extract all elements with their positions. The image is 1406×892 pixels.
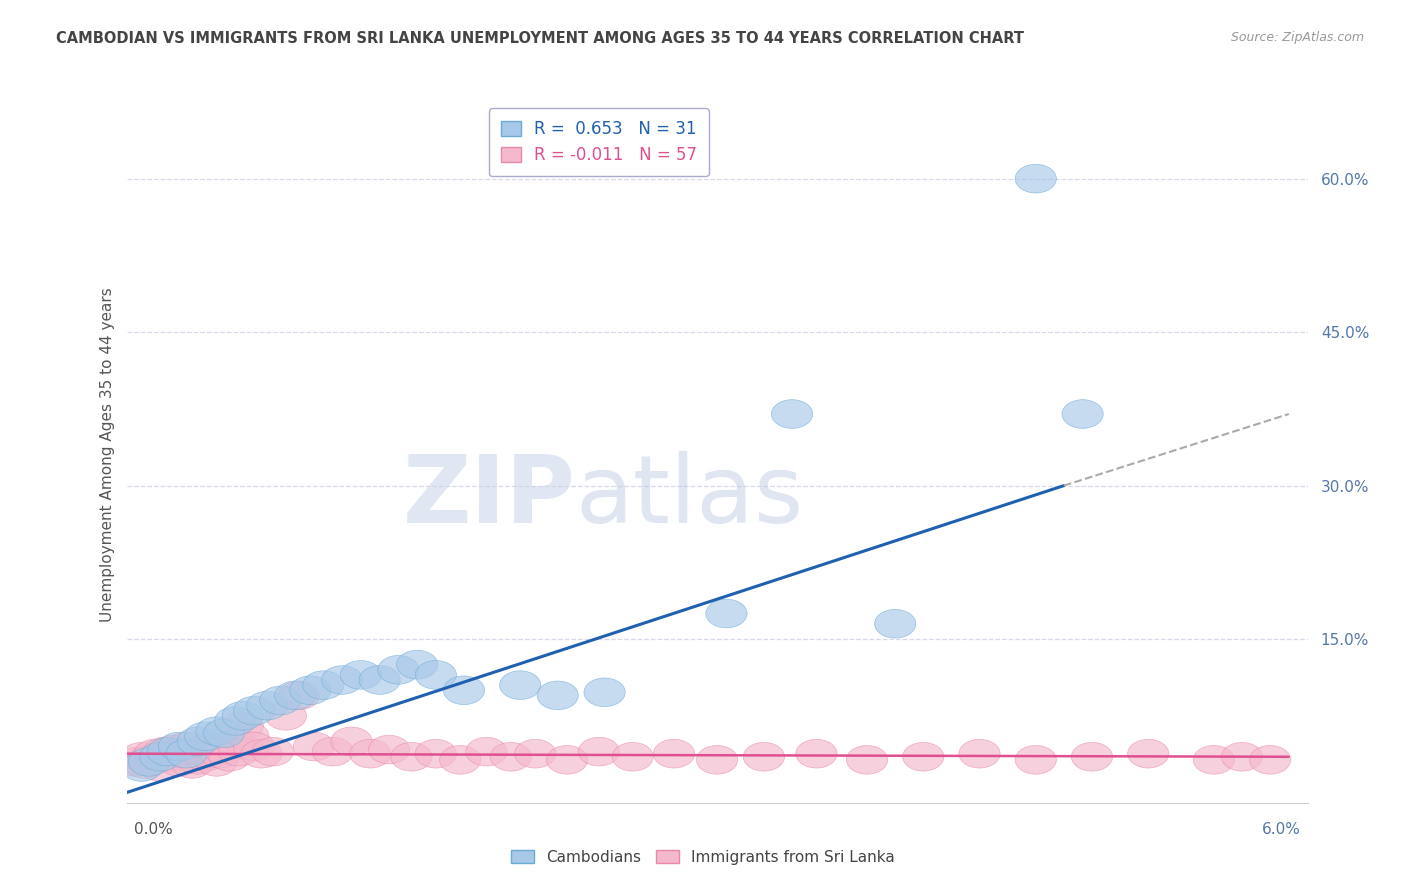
- Ellipse shape: [491, 742, 531, 771]
- Text: CAMBODIAN VS IMMIGRANTS FROM SRI LANKA UNEMPLOYMENT AMONG AGES 35 TO 44 YEARS CO: CAMBODIAN VS IMMIGRANTS FROM SRI LANKA U…: [56, 31, 1024, 46]
- Text: ZIP: ZIP: [402, 450, 575, 542]
- Ellipse shape: [443, 676, 485, 705]
- Ellipse shape: [415, 739, 457, 768]
- Ellipse shape: [846, 746, 887, 774]
- Ellipse shape: [195, 717, 238, 746]
- Ellipse shape: [696, 746, 738, 774]
- Ellipse shape: [260, 686, 301, 714]
- Legend: R =  0.653   N = 31, R = -0.011   N = 57: R = 0.653 N = 31, R = -0.011 N = 57: [489, 109, 709, 176]
- Ellipse shape: [204, 735, 245, 764]
- Ellipse shape: [330, 727, 373, 756]
- Ellipse shape: [1128, 739, 1168, 768]
- Ellipse shape: [222, 712, 263, 740]
- Ellipse shape: [153, 735, 194, 764]
- Text: 0.0%: 0.0%: [134, 822, 173, 837]
- Ellipse shape: [322, 665, 363, 694]
- Ellipse shape: [177, 727, 218, 756]
- Ellipse shape: [612, 742, 654, 771]
- Ellipse shape: [359, 665, 401, 694]
- Ellipse shape: [181, 738, 222, 766]
- Ellipse shape: [128, 746, 170, 774]
- Ellipse shape: [312, 738, 353, 766]
- Ellipse shape: [252, 738, 294, 766]
- Ellipse shape: [128, 747, 170, 776]
- Text: Source: ZipAtlas.com: Source: ZipAtlas.com: [1230, 31, 1364, 45]
- Ellipse shape: [391, 742, 432, 771]
- Ellipse shape: [274, 681, 316, 710]
- Ellipse shape: [200, 739, 240, 768]
- Ellipse shape: [222, 701, 263, 731]
- Ellipse shape: [190, 732, 232, 761]
- Ellipse shape: [1071, 742, 1112, 771]
- Ellipse shape: [875, 609, 915, 638]
- Ellipse shape: [578, 738, 620, 766]
- Ellipse shape: [772, 400, 813, 428]
- Ellipse shape: [350, 739, 391, 768]
- Ellipse shape: [1015, 746, 1056, 774]
- Ellipse shape: [204, 719, 245, 747]
- Ellipse shape: [218, 738, 260, 766]
- Ellipse shape: [240, 739, 283, 768]
- Ellipse shape: [115, 747, 156, 776]
- Y-axis label: Unemployment Among Ages 35 to 44 years: Unemployment Among Ages 35 to 44 years: [100, 287, 115, 623]
- Ellipse shape: [148, 738, 188, 766]
- Ellipse shape: [148, 742, 188, 771]
- Ellipse shape: [744, 742, 785, 771]
- Ellipse shape: [159, 747, 200, 776]
- Ellipse shape: [294, 732, 335, 761]
- Ellipse shape: [278, 681, 319, 710]
- Ellipse shape: [162, 739, 204, 768]
- Ellipse shape: [583, 678, 626, 706]
- Legend: Cambodians, Immigrants from Sri Lanka: Cambodians, Immigrants from Sri Lanka: [505, 844, 901, 871]
- Ellipse shape: [1250, 746, 1291, 774]
- Ellipse shape: [340, 661, 381, 690]
- Ellipse shape: [215, 706, 256, 735]
- Ellipse shape: [396, 650, 437, 679]
- Ellipse shape: [184, 722, 226, 751]
- Ellipse shape: [1015, 164, 1056, 193]
- Ellipse shape: [228, 722, 269, 751]
- Ellipse shape: [302, 671, 344, 699]
- Ellipse shape: [515, 739, 555, 768]
- Ellipse shape: [166, 732, 207, 761]
- Ellipse shape: [195, 747, 238, 776]
- Ellipse shape: [465, 738, 508, 766]
- Ellipse shape: [415, 661, 457, 690]
- Ellipse shape: [959, 739, 1000, 768]
- Ellipse shape: [537, 681, 578, 710]
- Ellipse shape: [134, 739, 176, 768]
- Ellipse shape: [654, 739, 695, 768]
- Ellipse shape: [368, 735, 409, 764]
- Ellipse shape: [547, 746, 588, 774]
- Ellipse shape: [139, 742, 181, 771]
- Ellipse shape: [246, 691, 288, 720]
- Ellipse shape: [1222, 742, 1263, 771]
- Ellipse shape: [184, 742, 226, 771]
- Ellipse shape: [1062, 400, 1104, 428]
- Ellipse shape: [159, 732, 200, 761]
- Ellipse shape: [499, 671, 541, 699]
- Ellipse shape: [290, 676, 330, 705]
- Ellipse shape: [139, 753, 181, 781]
- Ellipse shape: [706, 599, 747, 628]
- Ellipse shape: [172, 749, 212, 778]
- Ellipse shape: [143, 738, 184, 766]
- Ellipse shape: [121, 742, 162, 771]
- Ellipse shape: [215, 727, 256, 756]
- Ellipse shape: [121, 753, 162, 781]
- Ellipse shape: [177, 746, 218, 774]
- Ellipse shape: [378, 656, 419, 684]
- Ellipse shape: [233, 697, 274, 725]
- Ellipse shape: [266, 701, 307, 731]
- Ellipse shape: [796, 739, 837, 768]
- Ellipse shape: [903, 742, 943, 771]
- Ellipse shape: [166, 739, 207, 768]
- Text: 6.0%: 6.0%: [1261, 822, 1301, 837]
- Text: atlas: atlas: [575, 450, 804, 542]
- Ellipse shape: [233, 732, 274, 761]
- Ellipse shape: [440, 746, 481, 774]
- Ellipse shape: [1194, 746, 1234, 774]
- Ellipse shape: [125, 749, 166, 778]
- Ellipse shape: [209, 742, 250, 771]
